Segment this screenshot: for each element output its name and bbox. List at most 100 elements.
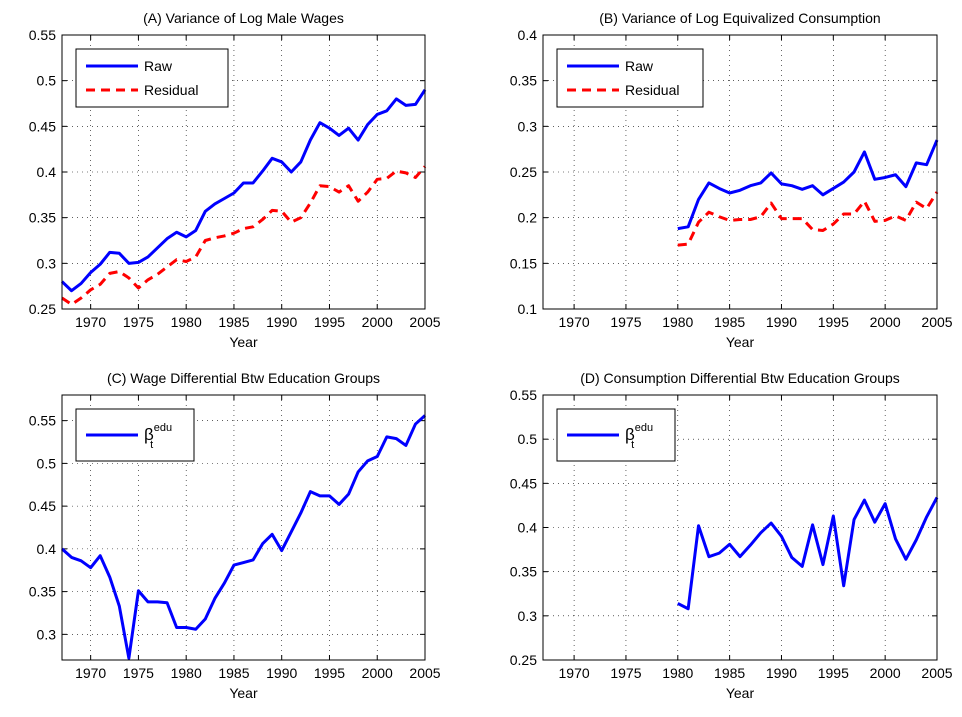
y-tick-label: 0.3 bbox=[518, 608, 538, 624]
y-tick-label: 0.1 bbox=[518, 301, 538, 317]
chart-title: (B) Variance of Log Equivalized Consumpt… bbox=[599, 10, 880, 26]
legend-label: Residual bbox=[144, 82, 198, 98]
x-tick-label: 1995 bbox=[314, 665, 345, 681]
x-tick-label: 1980 bbox=[662, 665, 693, 681]
legend-name: β bbox=[144, 425, 154, 444]
x-tick-label: 1970 bbox=[559, 314, 590, 330]
y-tick-label: 0.3 bbox=[37, 626, 57, 642]
x-tick-label: 1980 bbox=[662, 314, 693, 330]
legend: Raw Residual bbox=[75, 48, 229, 108]
x-tick-label: 1995 bbox=[314, 314, 345, 330]
panel: (B) Variance of Log Equivalized Consumpt… bbox=[510, 10, 953, 350]
x-tick-label: 1985 bbox=[714, 314, 745, 330]
x-axis-label: Year bbox=[726, 685, 755, 701]
legend-name: Raw bbox=[625, 58, 654, 74]
x-tick-label: 1975 bbox=[123, 314, 154, 330]
x-tick-label: 2005 bbox=[409, 665, 440, 681]
x-tick-label: 1990 bbox=[766, 665, 797, 681]
legend-box bbox=[556, 48, 704, 108]
x-tick-label: 2000 bbox=[362, 314, 393, 330]
x-axis-label: Year bbox=[229, 334, 258, 350]
axes-frame bbox=[542, 34, 938, 310]
x-tick-label: 1990 bbox=[266, 314, 297, 330]
y-tick-label: 0.4 bbox=[518, 520, 538, 536]
x-tick-label: 1970 bbox=[75, 665, 106, 681]
data-line bbox=[677, 496, 939, 611]
y-tick-label: 0.3 bbox=[518, 118, 538, 134]
y-tick-label: 0.35 bbox=[510, 564, 537, 580]
x-tick-label: 1975 bbox=[123, 665, 154, 681]
x-tick-label: 2000 bbox=[870, 314, 901, 330]
legend-label: Residual bbox=[625, 82, 679, 98]
chart-title: (C) Wage Differential Btw Education Grou… bbox=[107, 370, 380, 386]
legend-label: Raw bbox=[625, 58, 654, 74]
y-tick-label: 0.45 bbox=[510, 475, 537, 491]
y-tick-label: 0.55 bbox=[510, 387, 537, 403]
y-tick-label: 0.35 bbox=[510, 73, 537, 89]
x-tick-label: 1995 bbox=[818, 314, 849, 330]
legend-superscript: edu bbox=[635, 422, 653, 434]
panel: (A) Variance of Log Male Wages Year 0.25 0.… bbox=[29, 10, 441, 350]
data-line bbox=[60, 414, 426, 660]
chart-title: (D) Consumption Differential Btw Educati… bbox=[580, 370, 900, 386]
x-tick-label: 1985 bbox=[218, 665, 249, 681]
legend-label: βedu t bbox=[625, 422, 653, 451]
chart-title: (A) Variance of Log Male Wages bbox=[143, 10, 344, 26]
x-tick-label: 2005 bbox=[921, 665, 952, 681]
legend-name: Residual bbox=[625, 82, 679, 98]
panel: (C) Wage Differential Btw Education Grou… bbox=[29, 370, 441, 701]
axes-frame bbox=[61, 394, 426, 661]
y-tick-label: 0.35 bbox=[29, 584, 56, 600]
x-tick-label: 1975 bbox=[610, 665, 641, 681]
legend-name: β bbox=[625, 425, 635, 444]
legend-subscript: t bbox=[150, 439, 153, 451]
panel: (D) Consumption Differential Btw Educati… bbox=[510, 370, 953, 701]
axes-frame bbox=[542, 394, 938, 661]
y-tick-label: 0.5 bbox=[518, 431, 538, 447]
x-tick-label: 1980 bbox=[171, 314, 202, 330]
x-tick-label: 1990 bbox=[266, 665, 297, 681]
y-tick-label: 0.5 bbox=[37, 73, 57, 89]
axes-frame bbox=[61, 34, 426, 310]
x-tick-label: 1995 bbox=[818, 665, 849, 681]
x-axis-label: Year bbox=[726, 334, 755, 350]
legend: Raw Residual bbox=[556, 48, 704, 108]
x-tick-label: 2000 bbox=[362, 665, 393, 681]
x-tick-label: 2005 bbox=[409, 314, 440, 330]
y-tick-label: 0.4 bbox=[518, 27, 538, 43]
legend-superscript: edu bbox=[154, 422, 172, 434]
legend: βedu t bbox=[75, 408, 195, 462]
data-line bbox=[677, 191, 939, 247]
legend-subscript: t bbox=[631, 439, 634, 451]
x-tick-label: 1985 bbox=[218, 314, 249, 330]
x-tick-label: 1975 bbox=[610, 314, 641, 330]
y-tick-label: 0.25 bbox=[29, 301, 56, 317]
x-axis-label: Year bbox=[229, 685, 258, 701]
y-tick-label: 0.55 bbox=[29, 413, 56, 429]
data-line bbox=[677, 139, 939, 231]
legend-label: βedu t bbox=[144, 422, 172, 451]
x-tick-label: 2005 bbox=[921, 314, 952, 330]
x-tick-label: 1990 bbox=[766, 314, 797, 330]
y-tick-label: 0.15 bbox=[510, 255, 537, 271]
data-line bbox=[60, 88, 427, 293]
y-tick-label: 0.45 bbox=[29, 118, 56, 134]
y-tick-label: 0.45 bbox=[29, 498, 56, 514]
legend-label: Raw bbox=[144, 58, 173, 74]
y-tick-label: 0.4 bbox=[37, 541, 57, 557]
legend-box bbox=[75, 48, 229, 108]
legend-name: Raw bbox=[144, 58, 173, 74]
y-tick-label: 0.25 bbox=[510, 652, 537, 668]
y-tick-label: 0.25 bbox=[510, 164, 537, 180]
x-tick-label: 1980 bbox=[171, 665, 202, 681]
x-tick-label: 2000 bbox=[870, 665, 901, 681]
x-tick-label: 1970 bbox=[75, 314, 106, 330]
y-tick-label: 0.2 bbox=[518, 210, 538, 226]
y-tick-label: 0.4 bbox=[37, 164, 57, 180]
y-tick-label: 0.5 bbox=[37, 455, 57, 471]
legend-name: Residual bbox=[144, 82, 198, 98]
legend: βedu t bbox=[556, 408, 676, 462]
y-tick-label: 0.3 bbox=[37, 255, 57, 271]
y-tick-label: 0.35 bbox=[29, 210, 56, 226]
